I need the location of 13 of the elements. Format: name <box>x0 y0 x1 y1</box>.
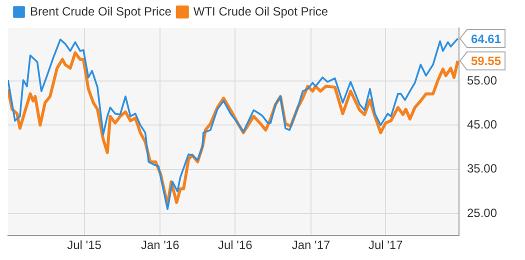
y-tick-label: 35.00 <box>467 162 498 176</box>
x-tick-label: Jul '15 <box>67 238 102 252</box>
data-label: 64.61 <box>471 32 502 46</box>
legend-label: WTI Crude Oil Spot Price <box>193 4 328 18</box>
x-tick-label: Jan '16 <box>140 238 180 252</box>
x-tick-label: Jul '16 <box>218 238 253 252</box>
y-tick-label: 45.00 <box>467 117 498 132</box>
legend-label: Brent Crude Oil Spot Price <box>30 4 172 18</box>
y-tick-label: 55.00 <box>467 73 498 88</box>
data-label: 59.55 <box>471 54 502 68</box>
x-tick-label: Jul '17 <box>368 238 404 252</box>
y-tick-label: 25.00 <box>467 206 498 220</box>
x-tick-label: Jan '17 <box>292 238 330 252</box>
